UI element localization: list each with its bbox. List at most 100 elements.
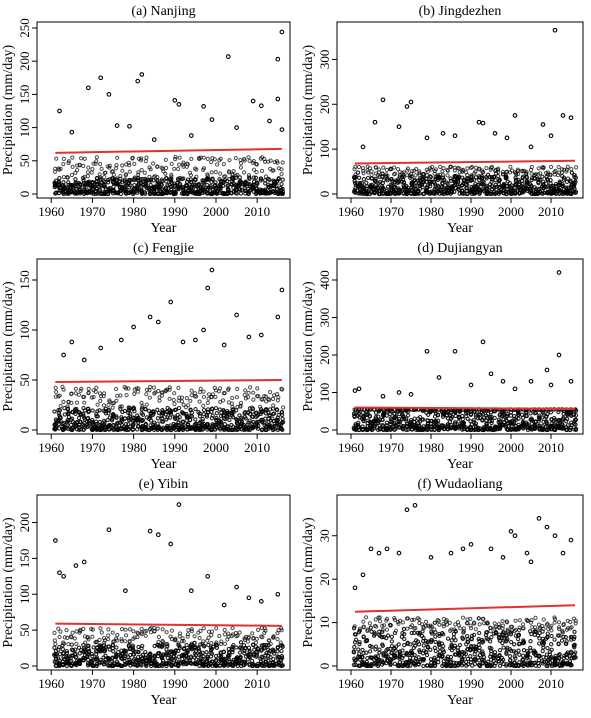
data-point [255, 171, 258, 174]
data-point [172, 398, 175, 401]
data-point [116, 156, 119, 159]
outlier-point [469, 383, 473, 387]
data-point [358, 652, 361, 655]
data-point [177, 421, 180, 424]
scatter-points [352, 504, 577, 668]
outlier-point [513, 114, 517, 118]
data-point [173, 402, 176, 405]
data-point [243, 393, 246, 396]
outlier-point [157, 533, 161, 537]
data-point [239, 401, 242, 404]
outlier-point [425, 350, 429, 354]
data-point [276, 188, 279, 191]
data-point [261, 398, 264, 401]
data-point [127, 387, 130, 390]
data-point [165, 631, 168, 634]
data-point [194, 178, 197, 181]
data-point [442, 625, 445, 628]
data-point [222, 399, 225, 402]
data-point [153, 626, 156, 629]
data-point [533, 186, 536, 189]
data-point [133, 162, 136, 165]
outlier-point [210, 268, 214, 272]
data-point [165, 418, 168, 421]
data-point [102, 404, 105, 407]
data-point [498, 664, 501, 667]
x-tick-label: 1980 [121, 204, 147, 219]
data-point [457, 420, 460, 423]
data-point [394, 649, 397, 652]
data-point [98, 638, 101, 641]
data-point [140, 169, 143, 172]
y-tick-label: 0 [17, 427, 32, 434]
data-point [66, 405, 69, 408]
outlier-point [124, 589, 128, 593]
data-point [222, 392, 225, 395]
data-point [148, 389, 151, 392]
y-tick-label: 150 [17, 270, 32, 290]
data-point [210, 410, 213, 413]
outlier-point [397, 391, 401, 395]
data-point [247, 411, 250, 414]
data-point [280, 650, 283, 653]
data-point [357, 171, 360, 174]
outlier-point [397, 125, 401, 129]
data-point [226, 180, 229, 183]
data-point [55, 390, 58, 393]
scatter-points [352, 28, 577, 195]
data-point [94, 390, 97, 393]
data-point [413, 631, 416, 634]
data-point [114, 167, 117, 170]
y-tick-label: 100 [317, 139, 332, 159]
data-point [422, 664, 425, 667]
data-point [465, 660, 468, 663]
data-point [152, 410, 155, 413]
data-point [144, 634, 147, 637]
data-point [489, 640, 492, 643]
data-point [413, 653, 416, 656]
x-tick-label: 2010 [538, 440, 564, 455]
data-point [433, 628, 436, 631]
data-point [257, 628, 260, 631]
data-point [178, 163, 181, 166]
data-point [537, 182, 540, 185]
data-point [368, 415, 371, 418]
data-point [210, 160, 213, 163]
data-point [378, 427, 381, 430]
data-point [389, 168, 392, 171]
data-point [407, 414, 410, 417]
data-point [216, 163, 219, 166]
data-point [198, 400, 201, 403]
data-point [181, 637, 184, 640]
data-point [63, 407, 66, 410]
data-point [525, 176, 528, 179]
data-point [553, 428, 556, 431]
outlier-point [247, 335, 251, 339]
data-point [148, 175, 151, 178]
outlier-point [235, 126, 239, 130]
data-point [252, 420, 255, 423]
data-point [570, 168, 573, 171]
data-point [116, 633, 119, 636]
outlier-point [148, 315, 152, 319]
data-point [156, 165, 159, 168]
y-tick-label: 250 [17, 18, 32, 38]
outlier-point [409, 100, 413, 104]
data-point [178, 156, 181, 159]
panel-title: (d) Dujiangyan [417, 241, 502, 256]
data-point [111, 177, 114, 180]
data-point [173, 392, 176, 395]
data-point [214, 181, 217, 184]
outlier-point [128, 125, 132, 129]
data-point [86, 644, 89, 647]
data-point [187, 404, 190, 407]
outlier-point [54, 539, 58, 543]
data-point [153, 630, 156, 633]
data-point [77, 393, 80, 396]
data-point [442, 660, 445, 663]
data-point [235, 646, 238, 649]
outlier-point [115, 124, 119, 128]
x-tick-label: 1990 [162, 204, 188, 219]
data-point [168, 397, 171, 400]
